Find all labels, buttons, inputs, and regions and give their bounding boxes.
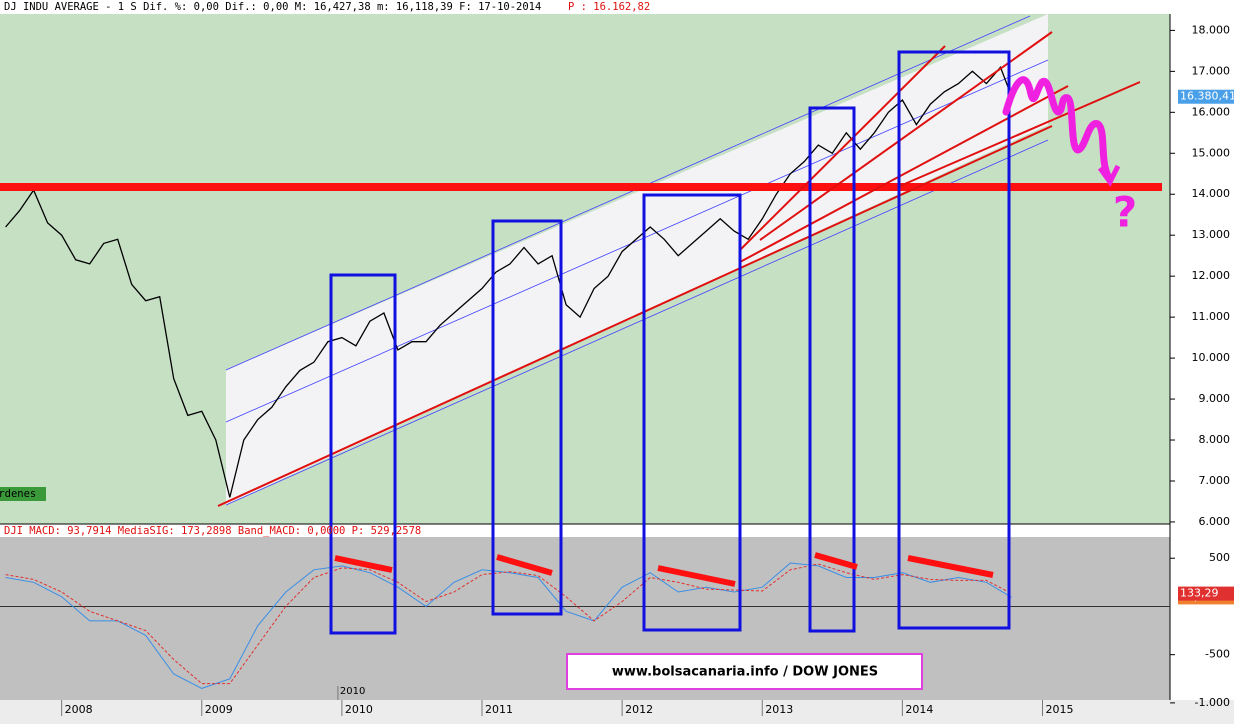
last-value-label: 133,29 [1180,587,1219,600]
x-tick-label: 2012 [625,703,653,716]
chart-title: DJ INDU AVERAGE - 1 S Dif. %: 0,00 Dif.:… [4,1,541,13]
x-tick-label: 2010 [345,703,373,716]
divergence-line [657,565,736,587]
channel-line [225,15,1031,371]
y-tick-label: 11.000 [1192,310,1231,323]
plots [0,66,1170,689]
channel [226,14,1048,505]
y-tick-label: 9.000 [1199,392,1231,405]
x-tick-label: 2013 [765,703,793,716]
y-tick-label: 15.000 [1192,146,1231,159]
highlight-box [897,50,1011,630]
chart-subtitle: P : 16.162,82 [568,1,650,13]
y-tick-label: 8.000 [1199,433,1231,446]
trend-line [217,125,1053,507]
y-tick-label: 18.000 [1192,23,1231,36]
highlight-box [808,106,856,633]
y-tick-label: -500 [1205,648,1230,661]
forecast-arrow [1097,164,1121,187]
y-tick-label: -1.000 [1195,696,1230,709]
highlight-box [491,219,563,616]
trend-line [739,45,946,251]
y-tick-label: 12.000 [1192,269,1231,282]
x-tick-label: 2009 [205,703,233,716]
y-tick-label: 7.000 [1199,474,1231,487]
last-value-box [1178,89,1234,104]
source-text: www.bolsacanaria.info / DOW JONES [612,665,878,680]
y-tick-label: 10.000 [1192,351,1231,364]
side-label: Órdenes [0,487,36,500]
channel-line [225,139,1049,506]
question-mark: ? [1113,188,1137,237]
divergence-line [496,554,553,576]
macd-header [0,524,1170,537]
y-tick-label: 6.000 [1199,515,1231,528]
last-value-label: 16.380,41 [1180,90,1234,103]
support-line [0,183,1162,191]
x-tick-label: 2014 [905,703,933,716]
y-tick-label: 17.000 [1192,64,1231,77]
side-label-bg [0,487,46,501]
series-line [5,562,1012,689]
divergence-line [814,552,858,570]
highlight-box [329,273,397,635]
y-tick-label: 500 [1209,551,1230,564]
y-tick-label: 14.000 [1192,187,1231,200]
y-tick-label: 13.000 [1192,228,1231,241]
macd-title: DJI MACD: 93,7914 MediaSIG: 173,2898 Ban… [4,525,421,537]
x-axis-bar [0,700,1234,724]
y-tick-label: 16.000 [1192,105,1231,118]
x-tick-label: 2008 [65,703,93,716]
trend-line [899,81,1141,187]
x-tick-label: 2010 [340,686,365,697]
last-value-box [1178,586,1234,601]
x-tick-label: 2015 [1045,703,1073,716]
series-line [5,66,1013,498]
forecast-scribble [1002,76,1112,180]
channel-line [225,59,1049,423]
annotations: ? www.bolsacanaria.info / DOW JONES [0,31,1162,690]
source-box [566,653,923,690]
divergence-line [334,555,393,573]
divergence-line [907,555,994,578]
series-line [5,563,1012,685]
trend-line [739,85,1069,263]
x-tick-label: 2011 [485,703,513,716]
highlight-box [642,193,742,632]
